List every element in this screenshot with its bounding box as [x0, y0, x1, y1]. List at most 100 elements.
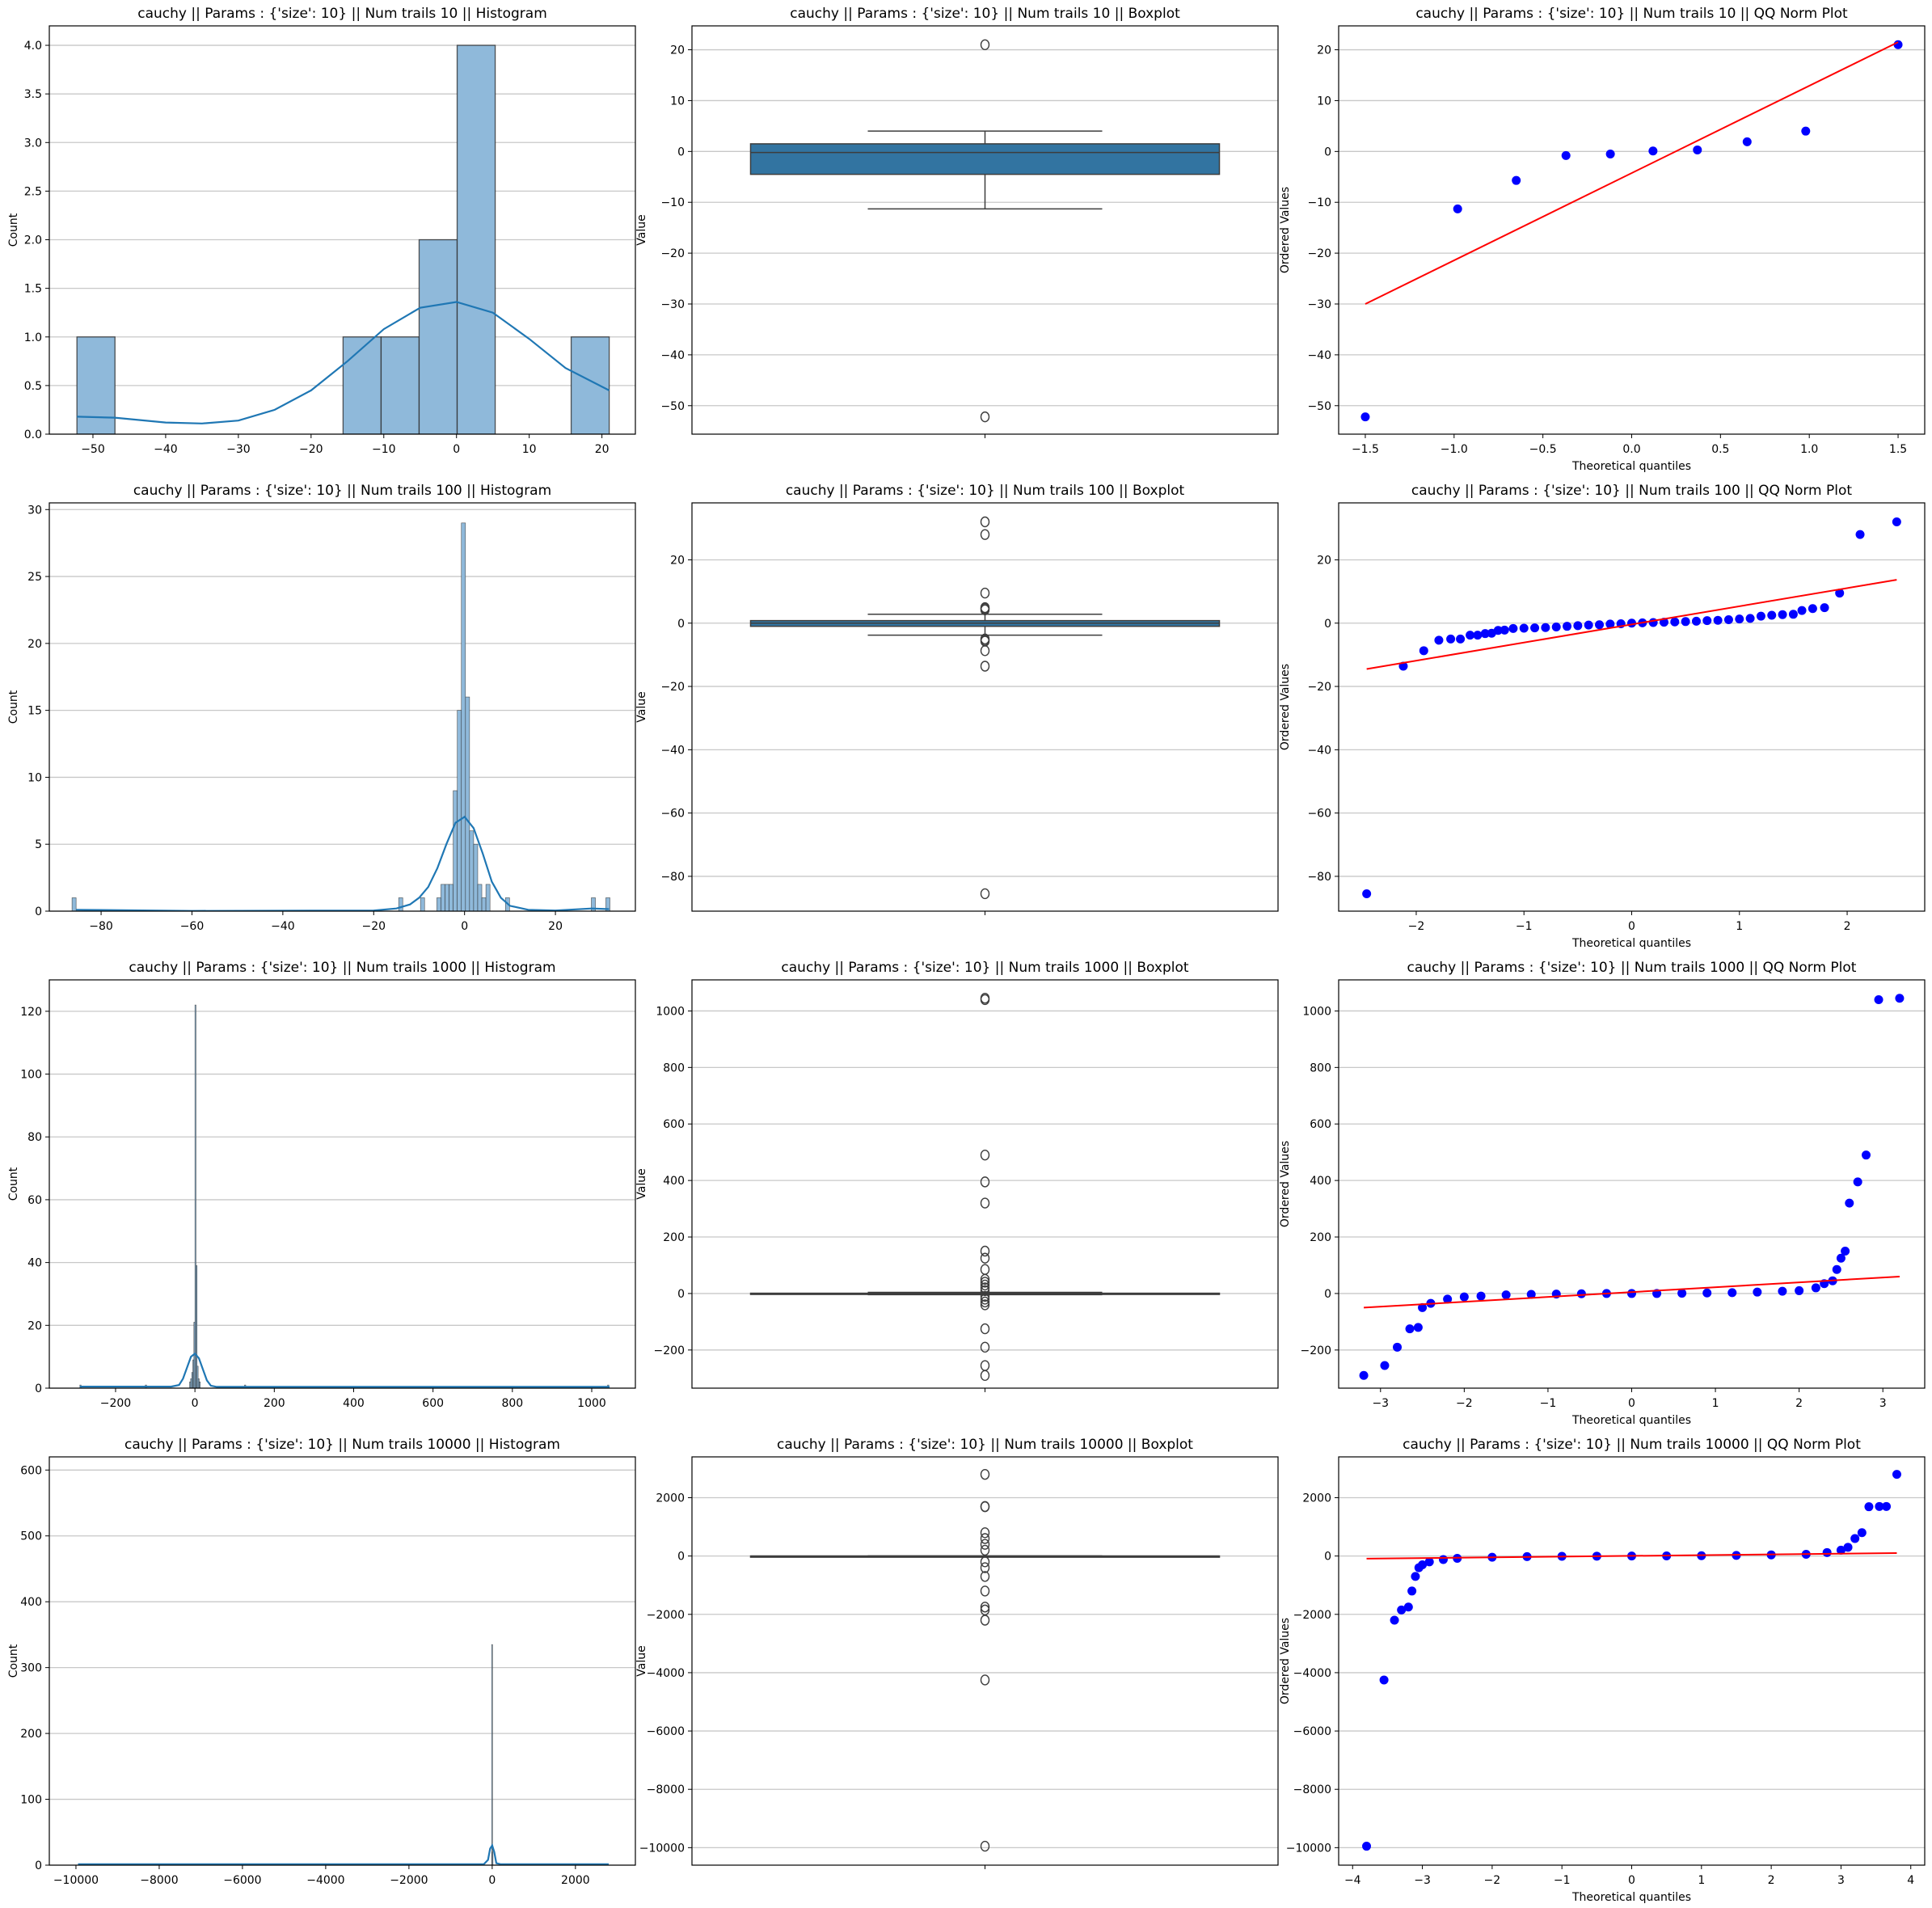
axes-frame [691, 1456, 1279, 1866]
qq-point [1753, 1287, 1762, 1297]
x-tick-label: 20 [595, 443, 610, 456]
x-tick-label: 0 [453, 443, 460, 456]
plot-area [1360, 40, 1903, 422]
kde-curve [79, 1352, 610, 1388]
qq-point [1434, 635, 1444, 645]
plot-area [1362, 1470, 1901, 1851]
y-tick-label: 20 [27, 1319, 42, 1332]
qq-point [1459, 1292, 1469, 1302]
outlier-point [980, 994, 990, 1006]
qq-point [1892, 517, 1901, 526]
y-tick-label: 800 [663, 1062, 685, 1074]
qq-point [1864, 1502, 1874, 1512]
y-tick-label: −4000 [1293, 1667, 1331, 1680]
subplot-title: cauchy || Params : {'size': 10} || Num t… [129, 960, 555, 976]
outlier-point [980, 1556, 990, 1568]
qq-point [1745, 614, 1755, 623]
qq-point [1519, 623, 1529, 633]
outlier-point [980, 1273, 990, 1285]
histogram-bar [437, 897, 441, 911]
qq-point [1713, 615, 1723, 625]
subplot-histogram: 0 20 40 60 80 100 120 −200 0 200 400 600 800 1000 cauc… [7, 960, 636, 1410]
qq-point [1841, 1247, 1850, 1256]
y-tick-label: 400 [663, 1175, 685, 1188]
outlier-point [980, 1290, 990, 1302]
histogram-bar [398, 897, 403, 911]
axes-frame [49, 1456, 636, 1866]
axes-frame [1338, 1456, 1926, 1866]
qq-point [1702, 616, 1712, 626]
qq-point [1493, 626, 1503, 635]
qq-point [1874, 994, 1883, 1004]
y-axis-label: Count [7, 690, 20, 724]
x-axis-label: Theoretical quantiles [1571, 937, 1691, 950]
x-tick-label: 4 [1907, 1874, 1914, 1887]
qq-point [1862, 1150, 1871, 1160]
plot-area [1362, 517, 1901, 898]
subplot-qq: −10000 −8000 −6000 −4000 −2000 0 2000 −4 −3 −2 −1 0… [1279, 1437, 1926, 1904]
y-tick-label: 0 [677, 618, 685, 631]
x-tick-label: −1.0 [1441, 443, 1468, 456]
y-tick-label: 30 [27, 504, 42, 517]
y-tick-label: 100 [20, 1069, 42, 1082]
subplot-histogram: 0 5 10 15 20 25 30 −80 −60 −40 −20 0 20 cauchy || Par… [7, 483, 636, 933]
plot-area [749, 39, 1221, 423]
histogram-bar [199, 1381, 201, 1388]
qq-point [1723, 614, 1733, 624]
y-tick-label: 40 [27, 1257, 42, 1270]
y-tick-label: 20 [1317, 554, 1331, 567]
x-tick-label: 3 [1879, 1397, 1887, 1410]
y-tick-label: −40 [1307, 349, 1331, 362]
y-tick-label: 10 [1317, 95, 1331, 108]
x-tick-label: −3 [1414, 1874, 1431, 1887]
subplot-title: cauchy || Params : {'size': 10} || Num t… [790, 6, 1180, 22]
y-tick-label: 800 [1310, 1062, 1331, 1074]
qq-point [1541, 623, 1550, 632]
outlier-point [980, 645, 990, 656]
x-tick-label: −30 [226, 443, 251, 456]
subplot-boxplot: −50 −40 −30 −20 −10 0 10 20 cauchy || Params : {… [635, 6, 1279, 438]
x-tick-label: 0 [192, 1397, 199, 1410]
axes-frame [691, 979, 1279, 1389]
histogram-bar [445, 884, 449, 911]
y-axis-label: Ordered Values [1279, 187, 1292, 273]
subplot-qq: −80 −60 −40 −20 0 20 −2 −1 0 1 2 cauchy || Params :… [1279, 483, 1926, 950]
x-tick-label: −40 [154, 443, 178, 456]
axes-frame [49, 979, 636, 1389]
qq-point [1893, 40, 1903, 49]
y-tick-label: 0 [1324, 146, 1331, 158]
y-tick-label: 25 [27, 571, 42, 584]
qq-point [1822, 1547, 1832, 1557]
x-tick-label: 0 [461, 920, 468, 933]
qq-point [1693, 145, 1702, 154]
x-tick-label: −2 [1408, 920, 1425, 933]
qq-point [1443, 1294, 1453, 1304]
outlier-point [980, 39, 990, 50]
x-tick-label: 1 [1736, 920, 1743, 933]
qq-point [1473, 631, 1483, 640]
qq-point [1756, 611, 1765, 621]
y-tick-label: 1.0 [24, 331, 42, 344]
histogram-bar [457, 710, 462, 911]
y-tick-label: 0 [1324, 1288, 1331, 1301]
y-tick-label: 0 [35, 1382, 42, 1395]
outlier-point [980, 604, 990, 616]
qq-point [1811, 1283, 1820, 1293]
kde-curve [78, 1843, 609, 1865]
qq-point [1681, 617, 1690, 627]
qq-point [1530, 623, 1540, 633]
y-tick-label: −20 [660, 681, 685, 694]
qq-point [1362, 1842, 1372, 1851]
y-tick-label: 10 [27, 771, 42, 784]
subplot-title: cauchy || Params : {'size': 10} || Num t… [1411, 483, 1852, 499]
y-axis-label: Ordered Values [1279, 1618, 1292, 1704]
outlier-point [980, 1360, 990, 1371]
histogram-bar [449, 884, 453, 911]
outlier-point [980, 1299, 990, 1311]
y-tick-label: 500 [20, 1530, 42, 1543]
y-tick-label: 20 [670, 44, 685, 57]
qq-point [1576, 1289, 1586, 1298]
x-tick-label: 0 [1628, 920, 1635, 933]
histogram-bar [485, 884, 491, 911]
y-tick-label: 0 [1324, 618, 1331, 631]
